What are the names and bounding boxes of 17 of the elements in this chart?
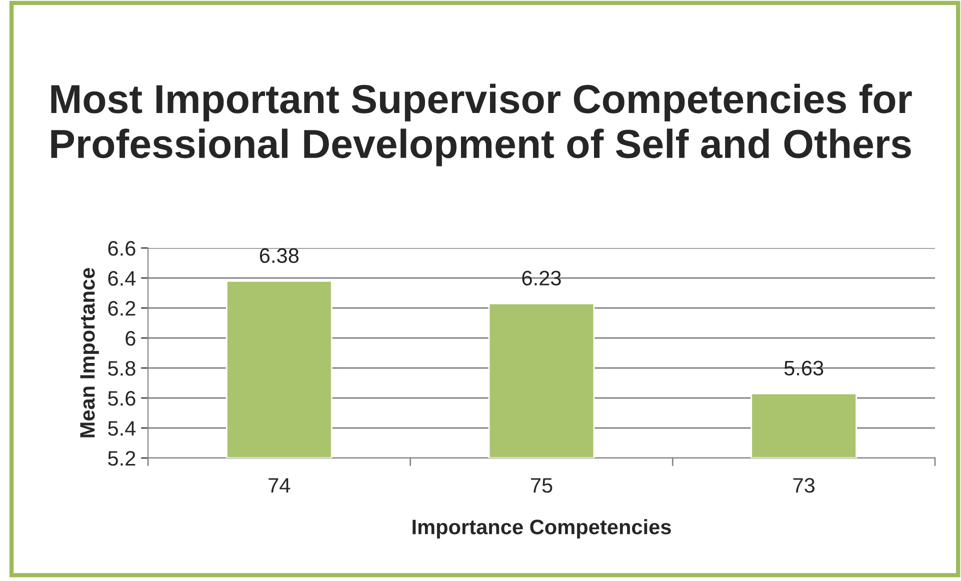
x-tick-label: 74 bbox=[268, 478, 290, 493]
data-label: 5.63 bbox=[784, 360, 824, 376]
y-tick-label: 6 bbox=[126, 331, 136, 346]
data-label: 6.38 bbox=[260, 248, 299, 263]
chart-title: Most Important Supervisor Competencies for Professional Development of Self and Others bbox=[51, 84, 912, 166]
y-tick-label: 5.6 bbox=[108, 391, 136, 406]
y-tick-label: 5.2 bbox=[108, 451, 136, 466]
y-tick-label: 6.4 bbox=[108, 271, 136, 286]
y-tick-label: 5.8 bbox=[108, 361, 136, 376]
y-tick-label: 6.6 bbox=[108, 241, 136, 256]
x-tick-label: 75 bbox=[530, 478, 552, 493]
x-axis-title: Importance Competencies bbox=[412, 519, 671, 539]
y-tick-label: 6.2 bbox=[108, 301, 136, 316]
x-tick-label: 73 bbox=[793, 478, 815, 493]
y-axis-title: Mean Importance bbox=[80, 268, 99, 438]
y-tick-label: 5.4 bbox=[108, 421, 136, 436]
data-label: 6.23 bbox=[522, 270, 561, 286]
